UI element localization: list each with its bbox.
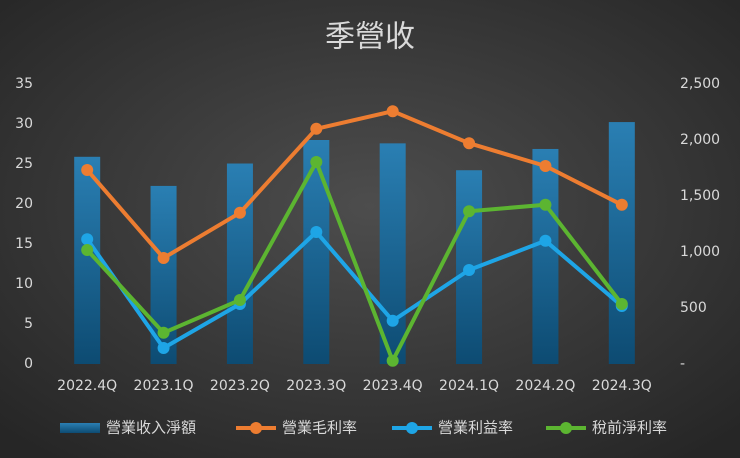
marker [539,234,552,247]
y-tick-label: 15 [15,236,33,252]
x-tick-label: 2023.2Q [210,378,270,394]
x-tick-label: 2023.4Q [363,378,423,394]
legend-label: 營業利益率 [438,419,513,437]
marker [310,122,323,135]
y-tick-label: 35 [15,76,33,92]
legend-label: 稅前淨利率 [592,419,667,437]
bar [379,143,406,364]
marker [81,244,94,256]
legend-label: 營業毛利率 [282,419,357,437]
bar [303,140,330,364]
bar [608,122,635,364]
y-tick-label: 20 [15,196,33,212]
y2-tick-label: 500 [680,300,707,316]
y-tick-label: 10 [15,276,33,292]
marker [233,206,246,219]
legend-marker [406,422,418,434]
line [85,160,624,363]
x-tick-label: 2024.1Q [439,378,499,394]
marker [310,156,323,168]
marker [386,314,399,327]
marker [157,326,170,339]
y2-tick-label: 1,500 [680,188,720,204]
y2-tick-label: 1,000 [680,244,720,260]
y-tick-label: 25 [15,156,33,172]
y-tick-label: 5 [24,316,33,332]
legend-swatch [60,423,100,433]
marker [81,233,94,246]
marker [539,160,552,172]
marker [157,252,170,264]
marker [386,105,399,118]
marker [157,342,170,354]
marker [386,354,399,367]
x-tick-label: 2023.1Q [134,378,194,394]
y2-tick-label: - [680,356,685,372]
legend-label: 營業收入淨額 [106,419,196,437]
marker [463,264,476,276]
y2-tick-label: 2,500 [680,76,720,92]
x-tick-label: 2024.2Q [515,378,575,394]
line [85,109,623,260]
x-tick-label: 2023.3Q [286,378,346,394]
legend-marker [250,422,262,434]
line [85,230,624,350]
legend-marker [560,422,572,434]
x-tick-label: 2022.4Q [57,378,117,394]
bar [532,148,559,364]
x-tick-label: 2024.3Q [592,378,652,394]
marker [463,137,476,150]
y2-tick-label: 2,000 [680,132,720,148]
marker [463,205,476,218]
marker [310,226,323,238]
y-tick-label: 30 [15,116,33,132]
marker [615,198,628,211]
chart-title: 季營收 [325,20,415,55]
bar [226,163,253,364]
marker [615,298,628,310]
y-tick-label: 0 [24,356,33,372]
marker [233,294,246,306]
marker [81,164,94,176]
marker [539,198,552,211]
